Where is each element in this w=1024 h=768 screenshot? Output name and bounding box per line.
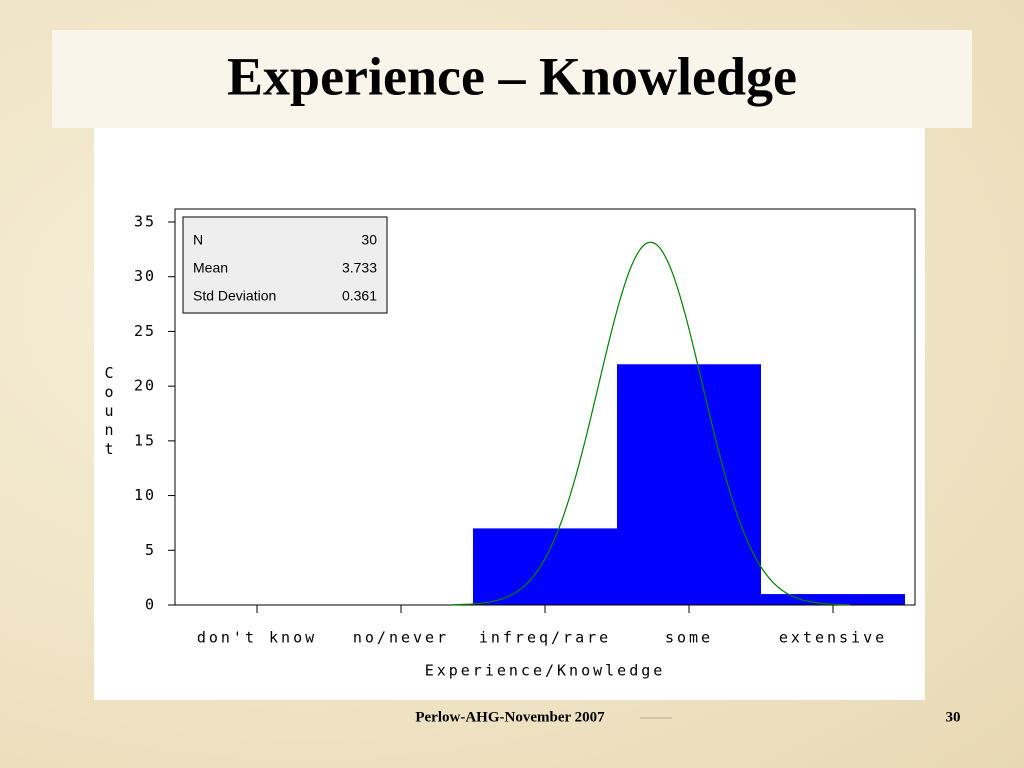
y-tick-label: 20 bbox=[134, 377, 156, 395]
chart-area bbox=[94, 128, 925, 700]
stat-value: 30 bbox=[361, 232, 377, 248]
y-tick-label: 5 bbox=[145, 541, 156, 559]
bar bbox=[761, 594, 905, 605]
bar bbox=[617, 364, 761, 605]
x-tick-label: some bbox=[665, 629, 713, 647]
stat-label: Std Deviation bbox=[193, 288, 276, 304]
normal-curve bbox=[451, 241, 850, 606]
title-box bbox=[52, 30, 972, 128]
x-tick-label: infreq/rare bbox=[479, 629, 611, 647]
stat-label: N bbox=[193, 232, 203, 248]
x-tick-label: no/never bbox=[353, 629, 449, 647]
y-tick-label: 10 bbox=[134, 486, 156, 504]
x-tick-label: extensive bbox=[779, 629, 887, 647]
y-tick-label: 15 bbox=[134, 431, 156, 449]
y-tick-label: 35 bbox=[134, 213, 156, 231]
bar bbox=[473, 528, 617, 605]
slide-title: Experience – Knowledge bbox=[227, 46, 797, 106]
stat-label: Mean bbox=[193, 260, 228, 276]
page-number: 30 bbox=[946, 709, 961, 725]
stat-value: 0.361 bbox=[342, 288, 377, 304]
y-axis-label: Count bbox=[100, 364, 118, 459]
x-axis-label: Experience/Knowledge bbox=[425, 662, 666, 680]
stat-value: 3.733 bbox=[342, 260, 377, 276]
stats-box bbox=[182, 216, 388, 314]
y-tick-label: 25 bbox=[134, 322, 156, 340]
y-tick-label: 0 bbox=[145, 596, 156, 614]
footer: Perlow-AHG-November 2007 bbox=[415, 709, 605, 725]
x-tick-label: don't know bbox=[197, 629, 317, 647]
y-tick-label: 30 bbox=[134, 267, 156, 285]
